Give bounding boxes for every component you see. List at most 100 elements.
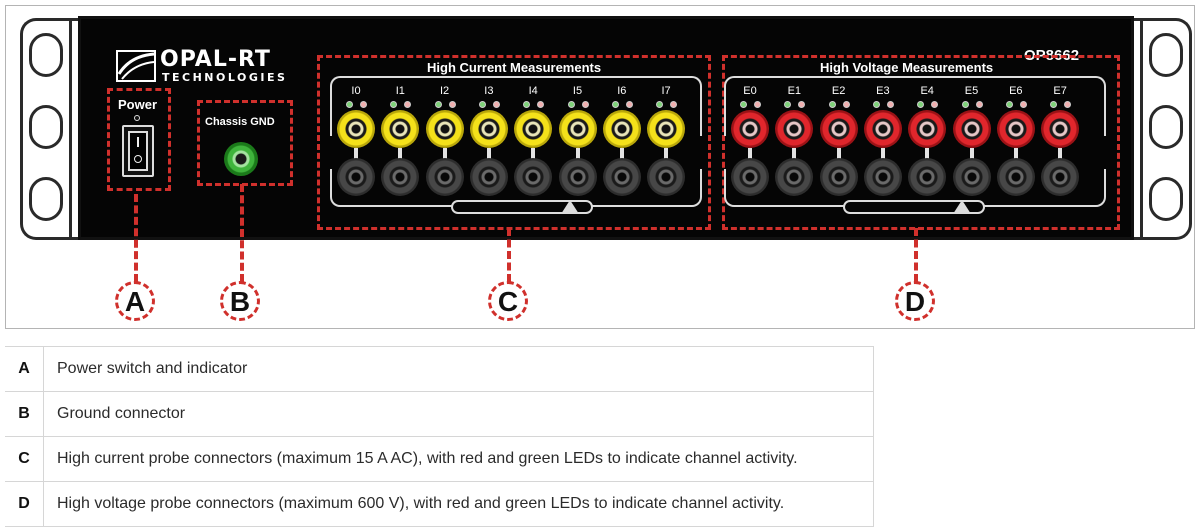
- legend-description: Power switch and indicator: [44, 347, 874, 392]
- callout-c: C: [488, 281, 528, 321]
- current-channel-label: I5: [558, 85, 598, 97]
- leader-line-b: [240, 184, 244, 282]
- voltage-return-jack[interactable]: [864, 158, 902, 196]
- rack-ear-line: [1140, 21, 1143, 237]
- red-led: [887, 101, 894, 108]
- current-return-jack[interactable]: [337, 158, 375, 196]
- current-return-jack[interactable]: [470, 158, 508, 196]
- current-channel-label: I7: [646, 85, 686, 97]
- chassis-ground-jack[interactable]: [224, 142, 258, 176]
- rocker: [128, 131, 148, 171]
- current-return-jack[interactable]: [647, 158, 685, 196]
- power-label: Power: [118, 97, 157, 112]
- current-signal-jack[interactable]: [647, 110, 685, 148]
- green-led: [740, 101, 747, 108]
- rack-ear-line: [69, 21, 72, 237]
- voltage-signal-jack[interactable]: [908, 110, 946, 148]
- voltage-channel-label: E0: [730, 85, 770, 97]
- warning-icon: [561, 200, 579, 214]
- legend-key: B: [5, 392, 44, 437]
- red-led: [754, 101, 761, 108]
- voltage-channel-label: E7: [1040, 85, 1080, 97]
- device-figure: OPAL-RT TECHNOLOGIES OP8662 Power Chassi…: [5, 5, 1195, 329]
- current-return-jack[interactable]: [559, 158, 597, 196]
- high-voltage-title: High Voltage Measurements: [820, 60, 993, 75]
- power-switch[interactable]: [122, 125, 154, 177]
- opal-rt-logo: OPAL-RT TECHNOLOGIES: [116, 50, 306, 84]
- green-led: [829, 101, 836, 108]
- current-signal-jack[interactable]: [514, 110, 552, 148]
- current-return-jack[interactable]: [426, 158, 464, 196]
- rack-slot: [1149, 33, 1183, 77]
- leader-line-d: [914, 228, 918, 282]
- current-channel-label: I3: [469, 85, 509, 97]
- power-indicator-led: [134, 115, 140, 121]
- voltage-channel-label: E2: [819, 85, 859, 97]
- green-led: [435, 101, 442, 108]
- legend-row: D High voltage probe connectors (maximum…: [5, 482, 874, 527]
- current-signal-jack[interactable]: [559, 110, 597, 148]
- current-return-jack[interactable]: [603, 158, 641, 196]
- right-rack-ear: [1130, 18, 1192, 240]
- voltage-signal-jack[interactable]: [864, 110, 902, 148]
- red-led: [449, 101, 456, 108]
- voltage-channel-label: E3: [863, 85, 903, 97]
- current-return-jack[interactable]: [514, 158, 552, 196]
- red-led: [360, 101, 367, 108]
- voltage-channel-label: E6: [996, 85, 1036, 97]
- legend-row: B Ground connector: [5, 392, 874, 437]
- rack-slot: [29, 177, 63, 221]
- legend-description: Ground connector: [44, 392, 874, 437]
- voltage-return-jack[interactable]: [908, 158, 946, 196]
- red-led: [626, 101, 633, 108]
- rack-slot: [29, 33, 63, 77]
- legend-description: High voltage probe connectors (maximum 6…: [44, 482, 874, 527]
- voltage-signal-jack[interactable]: [1041, 110, 1079, 148]
- voltage-return-jack[interactable]: [731, 158, 769, 196]
- red-led: [976, 101, 983, 108]
- voltage-signal-jack[interactable]: [731, 110, 769, 148]
- brand-name: OPAL-RT: [160, 47, 271, 72]
- left-rack-ear: [20, 18, 82, 240]
- current-signal-jack[interactable]: [603, 110, 641, 148]
- current-channel-label: I2: [425, 85, 465, 97]
- voltage-return-jack[interactable]: [997, 158, 1035, 196]
- current-channel-label: I6: [602, 85, 642, 97]
- green-led: [568, 101, 575, 108]
- ground-label: Chassis GND: [205, 116, 275, 128]
- voltage-return-jack[interactable]: [820, 158, 858, 196]
- green-led: [612, 101, 619, 108]
- legend-table: A Power switch and indicator B Ground co…: [5, 346, 874, 527]
- voltage-return-jack[interactable]: [1041, 158, 1079, 196]
- current-signal-jack[interactable]: [426, 110, 464, 148]
- voltage-signal-jack[interactable]: [953, 110, 991, 148]
- green-led: [962, 101, 969, 108]
- voltage-channel-label: E4: [907, 85, 947, 97]
- callout-a: A: [115, 281, 155, 321]
- voltage-signal-jack[interactable]: [997, 110, 1035, 148]
- voltage-signal-jack[interactable]: [820, 110, 858, 148]
- on-mark: [137, 137, 139, 147]
- rack-slot: [29, 105, 63, 149]
- voltage-channel-label: E5: [952, 85, 992, 97]
- legend-key: A: [5, 347, 44, 392]
- voltage-channel-label: E1: [774, 85, 814, 97]
- red-led: [1020, 101, 1027, 108]
- red-led: [493, 101, 500, 108]
- rack-slot: [1149, 105, 1183, 149]
- green-led: [479, 101, 486, 108]
- current-signal-jack[interactable]: [470, 110, 508, 148]
- brand-subtitle: TECHNOLOGIES: [162, 71, 287, 84]
- voltage-return-jack[interactable]: [953, 158, 991, 196]
- red-led: [843, 101, 850, 108]
- logo-mark-icon: [116, 50, 156, 82]
- green-led: [873, 101, 880, 108]
- green-led: [1006, 101, 1013, 108]
- front-panel: OPAL-RT TECHNOLOGIES OP8662 Power Chassi…: [78, 16, 1134, 240]
- legend-description: High current probe connectors (maximum 1…: [44, 437, 874, 482]
- leader-line-c: [507, 228, 511, 282]
- current-signal-jack[interactable]: [337, 110, 375, 148]
- legend-key: C: [5, 437, 44, 482]
- legend-key: D: [5, 482, 44, 527]
- red-led: [582, 101, 589, 108]
